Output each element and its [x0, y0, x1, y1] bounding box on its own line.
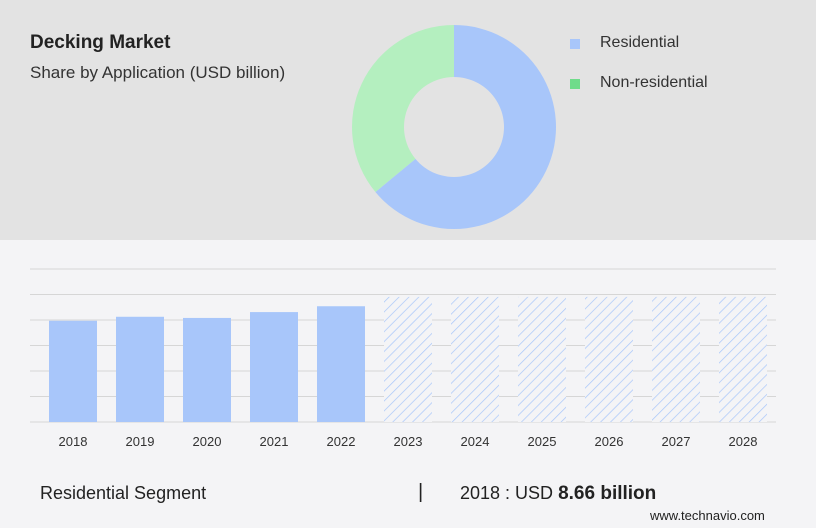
- bar-2025: [518, 296, 566, 422]
- x-tick-label-2020: 2020: [193, 434, 222, 449]
- x-tick-label-2022: 2022: [327, 434, 356, 449]
- legend-label-non-residential: Non-residential: [600, 74, 708, 91]
- donut-chart: [352, 25, 556, 230]
- bar-2021: [250, 312, 298, 422]
- segment-value: 2018 : USD 8.66 billion: [460, 483, 656, 505]
- legend-label-residential: Residential: [600, 34, 680, 51]
- bar-2028: [719, 296, 767, 422]
- bar-2027: [652, 296, 700, 422]
- x-tick-label-2018: 2018: [59, 434, 88, 449]
- chart-title: Decking Market: [30, 32, 171, 53]
- bar-2020: [183, 317, 231, 422]
- x-tick-label-2021: 2021: [260, 434, 289, 449]
- x-tick-label-2028: 2028: [729, 434, 758, 449]
- x-tick-label-2019: 2019: [126, 434, 155, 449]
- bar-2019: [116, 316, 164, 422]
- x-tick-label-2023: 2023: [394, 434, 423, 449]
- footer-separator: |: [418, 481, 424, 503]
- segment-value-amount: 8.66 billion: [558, 483, 657, 504]
- donut-slice-non-residential: [352, 25, 454, 193]
- bar-2022: [317, 306, 365, 422]
- donut-slice-residential: [375, 25, 556, 230]
- x-tick-label-2026: 2026: [595, 434, 624, 449]
- chart-subtitle: Share by Application (USD billion): [30, 63, 286, 82]
- bar-chart: 2018 2019 2020 2021 2022 2023 2024 2025 2026 2027…: [30, 268, 776, 449]
- segment-label: Residential Segment: [40, 483, 207, 503]
- brand-url: www.technavio.com: [650, 508, 765, 523]
- bar-2018: [49, 320, 97, 422]
- segment-year-prefix: 2018 : USD: [460, 483, 554, 503]
- legend-swatch-residential: [570, 39, 580, 49]
- legend-swatch-non-residential: [570, 79, 580, 89]
- bar-2023: [384, 296, 432, 422]
- x-tick-label-2027: 2027: [662, 434, 691, 449]
- x-tick-label-2024: 2024: [461, 434, 490, 449]
- bar-2026: [585, 296, 633, 422]
- x-tick-label-2025: 2025: [528, 434, 557, 449]
- bar-2024: [451, 296, 499, 422]
